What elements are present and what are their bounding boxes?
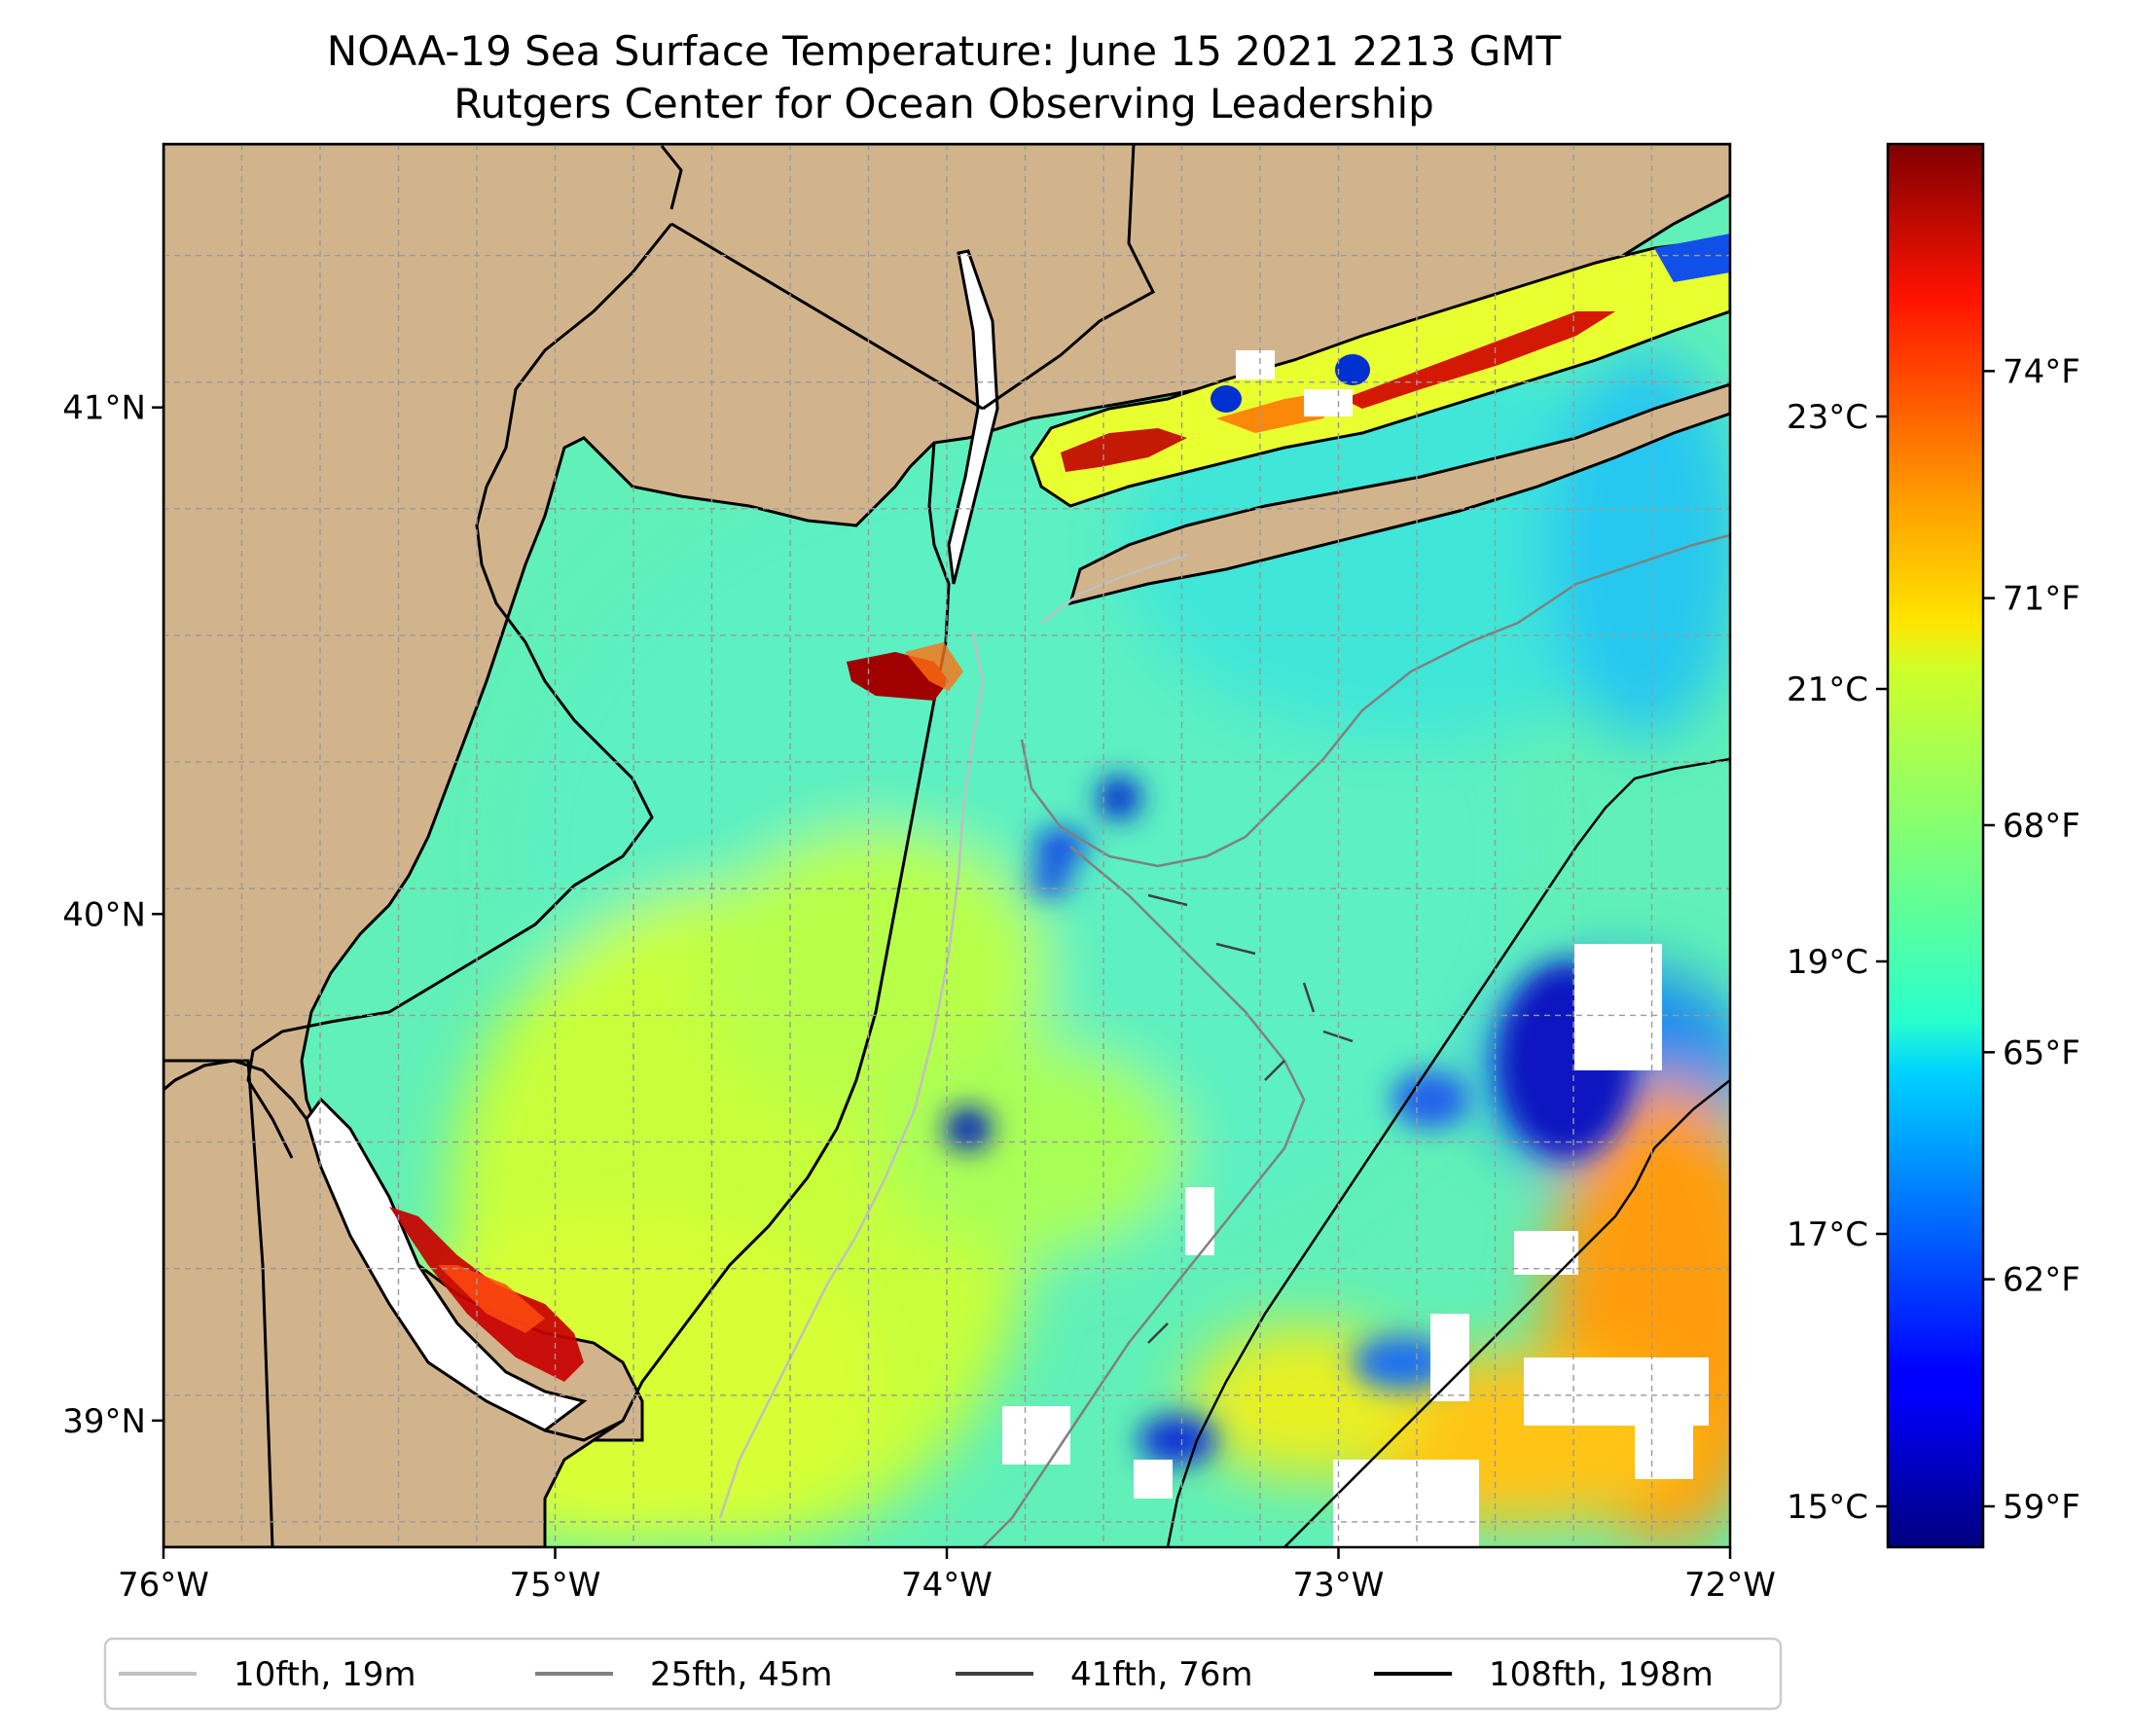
fahrenheit-tick-label: 62°F — [2003, 1261, 2080, 1300]
legend-label: 41fth, 76m — [1070, 1655, 1253, 1694]
bathymetry-legend: 10fth, 19m 25fth, 45m 41fth, 76m 108fth, 19… — [103, 1637, 1783, 1711]
fahrenheit-tick-label: 59°F — [2003, 1488, 2080, 1527]
cloud-mask — [1002, 944, 1709, 1547]
legend-label: 25fth, 45m — [650, 1655, 833, 1694]
colorbar-gradient — [1886, 142, 1985, 1549]
colorbar-celsius-axis: 15°C 17°C 19°C 21°C 23°C — [1787, 398, 1888, 1527]
legend-label: 108fth, 198m — [1489, 1655, 1714, 1694]
longitude-tick-label: 74°W — [901, 1566, 993, 1605]
legend-frame — [103, 1637, 1783, 1711]
longitude-axis: 76°W 75°W 74°W 73°W 72°W — [118, 1547, 1776, 1605]
figure-title: NOAA-19 Sea Surface Temperature: June 15… — [326, 27, 1562, 75]
gridlines — [163, 144, 1730, 1547]
celsius-tick-label: 21°C — [1787, 670, 1868, 709]
legend-label: 10fth, 19m — [234, 1655, 416, 1694]
colorbar: 15°C 17°C 19°C 21°C 23°C 59°F 62°F 65°F 68°F 71°… — [1787, 142, 2080, 1549]
longitude-tick-label: 73°W — [1293, 1566, 1385, 1605]
fahrenheit-tick-label: 65°F — [2003, 1033, 2080, 1072]
latitude-tick-label: 41°N — [62, 389, 146, 428]
celsius-tick-label: 15°C — [1787, 1488, 1868, 1527]
longitude-tick-label: 76°W — [118, 1566, 209, 1605]
latitude-tick-label: 39°N — [62, 1402, 146, 1441]
latitude-tick-label: 40°N — [62, 895, 146, 934]
colorbar-fahrenheit-axis: 59°F 62°F 65°F 68°F 71°F 74°F — [1983, 352, 2080, 1527]
longitude-tick-label: 75°W — [510, 1566, 601, 1605]
fahrenheit-tick-label: 68°F — [2003, 807, 2080, 846]
celsius-tick-label: 19°C — [1787, 943, 1868, 982]
celsius-tick-label: 17°C — [1787, 1215, 1868, 1254]
bathymetry-contours — [718, 533, 1730, 1547]
latitude-axis: 39°N 40°N 41°N — [62, 389, 163, 1441]
longitude-tick-label: 72°W — [1684, 1566, 1776, 1605]
fahrenheit-tick-label: 74°F — [2003, 352, 2080, 391]
celsius-tick-label: 23°C — [1787, 398, 1868, 437]
fahrenheit-tick-label: 71°F — [2003, 580, 2080, 619]
figure-subtitle: Rutgers Center for Ocean Observing Leade… — [453, 80, 1434, 127]
